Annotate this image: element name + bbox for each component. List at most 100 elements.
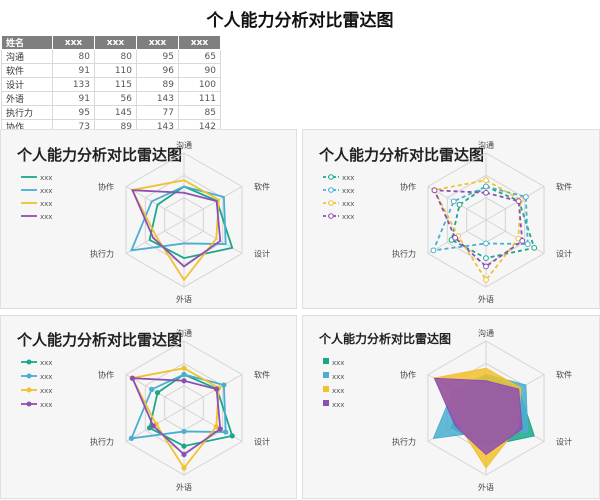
- table-row: 沟通 80 80 95 65: [1, 49, 221, 64]
- series-point: [129, 375, 136, 381]
- axis-label: 软件: [556, 370, 572, 380]
- series-area: [433, 377, 523, 456]
- legend-marker: [328, 187, 334, 193]
- series-point: [483, 276, 489, 283]
- legend-marker: [328, 174, 334, 180]
- axis-label: 设计: [556, 249, 572, 259]
- legend-label: xxx: [40, 387, 52, 395]
- series-point: [181, 451, 187, 458]
- legend-label: xxx: [40, 213, 52, 221]
- legend-label: xxx: [40, 174, 52, 182]
- legend-marker: [328, 200, 334, 206]
- series-point: [430, 247, 437, 254]
- legend-label: xxx: [40, 187, 52, 195]
- table-cell: 133: [52, 77, 95, 92]
- series-line: [131, 189, 222, 268]
- series-point: [150, 423, 156, 429]
- axis-label: 协作: [400, 182, 416, 192]
- legend-label: xxx: [40, 401, 52, 409]
- legend-swatch: [323, 358, 329, 364]
- series-point: [456, 201, 463, 208]
- grid-spoke: [125, 374, 185, 409]
- table-row: 设计 133 115 89 100: [1, 77, 221, 92]
- axis-label: 沟通: [478, 140, 494, 150]
- table-cell: 80: [94, 49, 137, 64]
- table-cell: 89: [136, 77, 179, 92]
- legend-marker: [328, 213, 334, 219]
- table-header-row: 姓名 xxx xxx xxx xxx: [1, 35, 221, 50]
- series-point: [522, 194, 529, 200]
- series-point: [213, 424, 219, 430]
- legend-label: xxx: [332, 387, 344, 395]
- table-row-label: 设计: [1, 77, 53, 92]
- legend-label: xxx: [40, 200, 52, 208]
- axis-label: 协作: [98, 182, 114, 192]
- axis-label: 设计: [556, 437, 572, 447]
- axis-label: 设计: [254, 249, 270, 259]
- axis-label: 软件: [254, 370, 270, 380]
- page-title: 个人能力分析对比雷达图: [206, 11, 394, 31]
- legend-swatch: [323, 386, 329, 392]
- table-cell: 91: [52, 63, 95, 78]
- series-point: [450, 198, 457, 205]
- legend-label: xxx: [40, 373, 52, 381]
- series-point: [181, 365, 187, 371]
- table-header-col: xxx: [178, 35, 221, 50]
- table-cell: 91: [52, 91, 95, 106]
- axis-label: 软件: [254, 182, 270, 192]
- chart-title: 个人能力分析对比雷达图: [16, 146, 182, 164]
- table-cell: 80: [52, 49, 95, 64]
- series-point: [452, 234, 459, 241]
- table-cell: 145: [94, 105, 137, 120]
- grid-spoke: [125, 219, 185, 254]
- axis-label: 软件: [556, 182, 572, 192]
- series-point: [483, 263, 489, 270]
- legend-label: xxx: [40, 359, 52, 367]
- legend-label: xxx: [342, 174, 354, 182]
- legend-label: xxx: [342, 200, 354, 208]
- legend-label: xxx: [332, 373, 344, 381]
- series-point: [524, 241, 531, 247]
- series-point: [154, 390, 161, 396]
- legend-swatch: [323, 400, 329, 406]
- axis-label: 沟通: [478, 328, 494, 338]
- axis-label: 执行力: [392, 437, 416, 447]
- legend-marker: [26, 387, 32, 393]
- table-header-name: 姓名: [1, 35, 53, 50]
- series-point: [128, 435, 135, 441]
- series-point: [181, 465, 187, 471]
- grid-spoke: [427, 186, 487, 221]
- axis-label: 外语: [176, 294, 192, 304]
- table-cell: 56: [94, 91, 137, 106]
- table-cell: 111: [178, 91, 221, 106]
- table-row: 执行力 95 145 77 85: [1, 105, 221, 120]
- legend-marker: [26, 373, 32, 379]
- series-point: [483, 255, 489, 262]
- axis-label: 执行力: [90, 437, 114, 447]
- table-cell: 85: [178, 105, 221, 120]
- axis-label: 协作: [400, 370, 416, 380]
- series-point: [431, 187, 438, 194]
- grid-spoke: [125, 186, 185, 221]
- series-point: [181, 428, 187, 435]
- series-point: [149, 386, 155, 392]
- grid-spoke: [183, 186, 243, 221]
- series-line: [129, 185, 227, 252]
- table-cell: 96: [136, 63, 179, 78]
- legend-marker: [26, 359, 32, 365]
- series-point: [483, 177, 489, 184]
- axis-label: 执行力: [392, 249, 416, 259]
- series-point: [181, 443, 187, 449]
- series-point: [531, 244, 538, 251]
- table-row: 软件 91 110 96 90: [1, 63, 221, 78]
- table-cell: 100: [178, 77, 221, 92]
- series-point: [223, 429, 229, 435]
- chart-title: 个人能力分析对比雷达图: [318, 331, 451, 346]
- table-row-label: 软件: [1, 63, 53, 78]
- table-row-label: 执行力: [1, 105, 53, 120]
- radar-chart-panel-4: 个人能力分析对比雷达图 沟通 软件 设计 外语 执行力 协作 xxx xxx xxx xxx: [302, 315, 600, 499]
